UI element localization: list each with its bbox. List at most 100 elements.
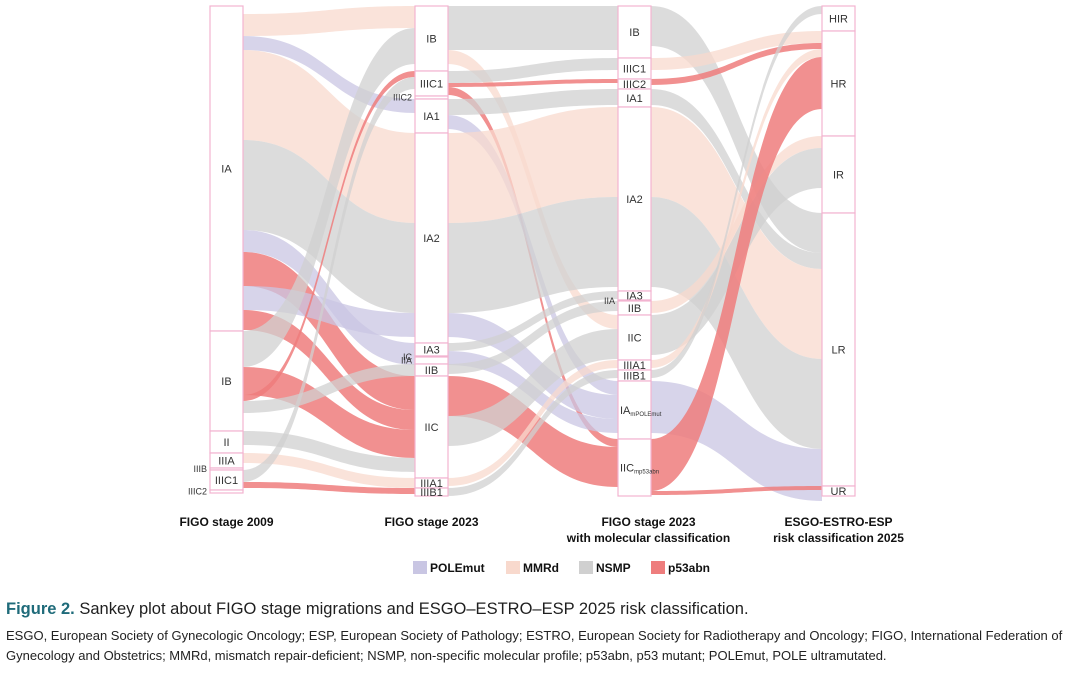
- flow-band-mmrd: [243, 50, 415, 223]
- node-label: IA1: [626, 93, 643, 105]
- flow-band-nsmp: [243, 140, 415, 313]
- column-title: FIGO stage 2009: [179, 515, 273, 529]
- node-label: HR: [831, 79, 847, 91]
- flow-band-nsmp: [651, 197, 822, 449]
- node-bar: [617, 106, 652, 292]
- flow-band-p53abn: [243, 71, 415, 401]
- node-label-subscript: mPOLEmut: [630, 412, 661, 418]
- node-bar: [414, 98, 449, 134]
- stage-node: IIIA: [209, 452, 244, 469]
- stage-node: IB: [617, 5, 652, 59]
- node-label: IIIC2: [393, 93, 412, 103]
- legend-swatch-mmrd: [506, 561, 520, 574]
- legend-label: NSMP: [596, 561, 631, 575]
- node-label: IC: [403, 352, 413, 362]
- node-label: IA2: [626, 194, 643, 206]
- node-label: IR: [833, 170, 844, 182]
- node-label: IIB: [425, 365, 438, 377]
- flow-band-mmrd: [448, 107, 618, 223]
- stage-node: IA2: [414, 132, 449, 344]
- stage-node: IIIB1: [617, 369, 652, 383]
- flow-band-nsmp: [243, 431, 415, 472]
- flow-band-p53abn: [448, 79, 618, 87]
- flow-band-nsmp: [448, 89, 618, 115]
- flow-band-nsmp: [651, 6, 822, 378]
- node-bar: [414, 487, 449, 497]
- flow-layer: [243, 6, 822, 501]
- stage-node: UR: [821, 485, 856, 498]
- stage-node: IR: [821, 135, 856, 214]
- node-bar: [414, 70, 449, 97]
- node-label: IIIC2: [188, 487, 207, 497]
- legend-label: p53abn: [668, 561, 710, 575]
- node-label: UR: [831, 486, 847, 498]
- node-bar: [821, 485, 856, 497]
- flow-band-nsmp: [448, 329, 618, 446]
- stage-node: II: [209, 430, 244, 454]
- node-bar: [209, 330, 244, 432]
- flow-band-nsmp: [448, 197, 618, 313]
- node-label: IIIC1: [420, 79, 443, 91]
- flow-band-mmrd: [448, 360, 618, 486]
- stage-node: IICmp53abn: [617, 438, 659, 497]
- node-label: IIC: [424, 422, 438, 434]
- node-bar: [617, 5, 652, 59]
- flow-band-mmrd: [651, 49, 822, 368]
- stage-node: IB: [414, 5, 449, 72]
- flow-band-nsmp: [448, 370, 618, 496]
- node-label: IIC: [627, 333, 641, 345]
- stage-node: IA1: [414, 98, 449, 134]
- flow-band-p53abn: [651, 43, 822, 85]
- flow-band-mmrd: [243, 6, 415, 36]
- stage-node: IIC: [617, 314, 652, 361]
- column-title: FIGO stage 2023: [384, 515, 478, 529]
- node-label: IIIA: [218, 456, 235, 468]
- stage-node: IA2: [617, 106, 652, 292]
- legend-label: MMRd: [523, 561, 559, 575]
- node-label: IIB: [628, 303, 641, 315]
- sankey-diagram: IA IB II IIIA IIIB IIIC1 IIIC2 IB IIIC1 IIIC2 IA1 I…: [179, 5, 904, 575]
- legend-label: POLEmut: [430, 561, 485, 575]
- flow-band-p53abn: [243, 310, 415, 430]
- node-label: IA2: [423, 233, 440, 245]
- stage-node: HR: [821, 30, 856, 137]
- node-layer: IA IB II IIIA IIIB IIIC1 IIIC2 IB IIIC1 IIIC2 IA1 I…: [188, 5, 856, 499]
- stage-node: IIIC2: [188, 487, 244, 497]
- legend-swatch-nsmp: [579, 561, 593, 574]
- stage-node: IIC: [414, 375, 449, 479]
- node-bar: [617, 314, 652, 361]
- flow-band-nsmp: [243, 77, 415, 482]
- node-label: HIR: [829, 14, 848, 26]
- node-label: IIA: [604, 296, 615, 306]
- column-title: FIGO stage 2023: [601, 515, 695, 529]
- node-label: IIIB1: [623, 371, 646, 383]
- flow-band-nsmp: [243, 364, 415, 413]
- node-label: IIA: [401, 356, 412, 366]
- node-label: IA: [221, 164, 232, 176]
- flow-band-mmrd: [651, 31, 822, 70]
- column-titles: FIGO stage 2009 FIGO stage 2023 FIGO stage…: [179, 515, 904, 545]
- node-label: IA3: [423, 345, 440, 357]
- stage-node: IA1: [617, 88, 652, 108]
- column-subtitle: risk classification 2025: [773, 531, 904, 545]
- flow-band-p53abn: [651, 57, 822, 491]
- node-label: IIIC1: [623, 64, 646, 76]
- flow-band-nsmp: [448, 58, 618, 83]
- stage-node: IA: [209, 5, 244, 332]
- stage-node: LR: [821, 212, 856, 487]
- node-label: IIIB: [193, 464, 207, 474]
- node-label: IB: [629, 27, 639, 39]
- node-bar: [414, 356, 449, 365]
- stage-node: IIIC1: [617, 57, 652, 80]
- figure-caption-title: Figure 2. Sankey plot about FIGO stage m…: [6, 600, 1076, 619]
- node-label: IIIA1: [623, 360, 646, 372]
- node-label-subscript: mp53abn: [634, 470, 659, 476]
- legend: POLEmut MMRd NSMP p53abn: [413, 561, 710, 575]
- flow-band-nsmp: [448, 301, 618, 374]
- stage-node: IIIC2: [617, 78, 652, 91]
- flow-band-p53abn: [243, 482, 415, 494]
- flow-band-nsmp: [243, 28, 415, 367]
- flow-band-mmrd: [651, 136, 822, 313]
- stage-node: IA3: [414, 342, 449, 357]
- stage-node: HIR: [821, 5, 856, 32]
